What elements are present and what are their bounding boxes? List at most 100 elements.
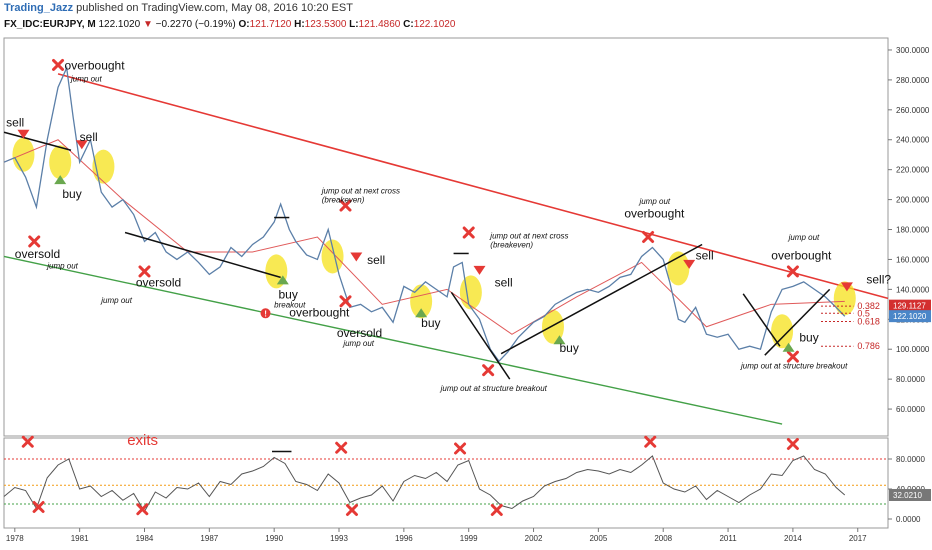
x-tick-label: 1999: [460, 534, 478, 543]
annotation-note: (breakeven): [490, 240, 533, 249]
x-marker-stroke: [345, 504, 358, 516]
x-marker-stroke: [136, 503, 149, 516]
x-tick-label: 1984: [136, 534, 154, 543]
low-value: 121.4860: [358, 19, 401, 30]
x-marker-stroke: [28, 235, 41, 248]
ohlc-line: FX_IDC:EURJPY, M 122.1020 ▼ −0.2270 (−0.…: [4, 19, 455, 30]
annotation-note: jump out at next cross: [489, 231, 568, 240]
fib-level-label: 0.5: [857, 308, 870, 318]
x-marker-stroke: [786, 265, 799, 278]
highlight-circle: [410, 284, 433, 319]
highlight-circle: [833, 281, 856, 316]
buy-arrow-icon: [782, 342, 795, 352]
exit-x-marker: [482, 364, 495, 377]
trend-line: [742, 293, 781, 347]
annotation-label: buy: [421, 316, 440, 330]
osc-exit-x-marker: [786, 438, 799, 450]
x-tick-label: 2002: [525, 534, 543, 543]
exit-x-marker: [28, 235, 41, 248]
x-tick-label: 1981: [71, 534, 89, 543]
x-marker-stroke: [32, 501, 45, 513]
channel-upper-line: [57, 73, 889, 300]
buy-arrow-icon: [54, 175, 67, 185]
annotation-note: jump out at next cross: [321, 187, 400, 196]
price-badge: [889, 310, 931, 323]
y-tick-label: 220.0000: [896, 166, 930, 175]
trend-line: [450, 291, 511, 380]
x-marker-stroke: [454, 442, 467, 455]
exit-x-marker: [642, 231, 655, 243]
annotation-label: sell: [696, 248, 714, 262]
annotation-label: buy: [62, 187, 81, 201]
oscillator-line: [3, 455, 846, 513]
exit-x-marker: [462, 226, 475, 239]
exit-x-marker: [786, 265, 799, 278]
highlight-circle: [541, 309, 564, 344]
annotation-note: jump out: [100, 296, 132, 305]
annotation-label: buy: [559, 341, 578, 355]
annotation-label: sell?: [866, 272, 891, 286]
exit-x-marker: [339, 199, 352, 212]
y-tick-label: 80.0000: [896, 375, 925, 384]
x-tick-label: 1987: [200, 534, 218, 543]
fib-level-label: 0.382: [857, 301, 880, 311]
x-marker-stroke: [52, 58, 65, 71]
publish-line: Trading_Jazz published on TradingView.co…: [4, 2, 353, 14]
osc-y-tick-label: 0.0000: [896, 515, 921, 524]
osc-exit-x-marker: [21, 435, 34, 448]
x-tick-label: 2005: [589, 534, 607, 543]
x-marker-stroke: [339, 199, 352, 212]
last-price: 122.1020: [98, 19, 141, 30]
oscillator-pane-frame: [3, 437, 889, 529]
y-tick-label: 60.0000: [896, 405, 925, 414]
y-tick-label: 140.0000: [896, 285, 930, 294]
x-marker-stroke: [642, 231, 655, 243]
exit-x-marker: [52, 58, 65, 71]
annotation-label: sell: [495, 275, 513, 289]
high-label: H:: [294, 19, 305, 30]
annotation-label: buy: [799, 331, 818, 345]
annotation-label: overbought: [65, 58, 126, 72]
price-badge-label: 122.1020: [893, 312, 927, 321]
annotation-note: breakout: [274, 300, 306, 309]
annotation-label: buy: [278, 287, 297, 301]
highlight-circle: [49, 145, 72, 180]
osc-exit-x-marker: [454, 442, 467, 455]
price-badge: [889, 299, 931, 312]
x-marker-stroke: [21, 435, 34, 448]
y-tick-label: 300.0000: [896, 46, 930, 55]
trend-line: [3, 131, 72, 151]
y-tick-label: 200.0000: [896, 196, 930, 205]
annotation-label: overbought: [771, 248, 832, 262]
y-tick-label: 180.0000: [896, 226, 930, 235]
price-badge-label: 129.1127: [893, 302, 926, 311]
x-marker-stroke: [644, 435, 657, 448]
osc-last-badge-label: 32.0210: [893, 491, 922, 500]
close-value: 122.1020: [413, 19, 456, 30]
highlight-circle: [667, 251, 690, 286]
author-link[interactable]: Trading_Jazz: [4, 2, 74, 14]
close-label: C:: [403, 19, 414, 30]
fib-level-label: 0.786: [857, 341, 880, 351]
buy-arrow-icon: [553, 335, 566, 345]
annotation-label: oversold: [136, 275, 181, 289]
x-tick-label: 1996: [395, 534, 413, 543]
annotation-label: sell: [367, 253, 385, 267]
x-marker-stroke: [482, 364, 495, 377]
y-tick-label: 260.0000: [896, 106, 930, 115]
exit-x-marker: [786, 350, 799, 363]
x-marker-stroke: [138, 265, 151, 278]
chart-header: Trading_Jazz published on TradingView.co…: [0, 0, 932, 40]
annotation-note: jump out: [342, 339, 374, 348]
buy-arrow-icon: [276, 275, 289, 285]
x-tick-label: 2008: [654, 534, 672, 543]
annotation-label: oversold: [15, 247, 60, 261]
sell-arrow-icon: [350, 252, 363, 262]
change-arrow-icon: ▼: [142, 19, 153, 30]
x-tick-label: 1978: [6, 534, 24, 543]
sell-arrow-icon: [840, 282, 853, 292]
open-label: O:: [238, 19, 250, 30]
annotation-note: jump out at structure breakout: [740, 362, 848, 371]
annotation-note: jump out: [788, 233, 820, 242]
